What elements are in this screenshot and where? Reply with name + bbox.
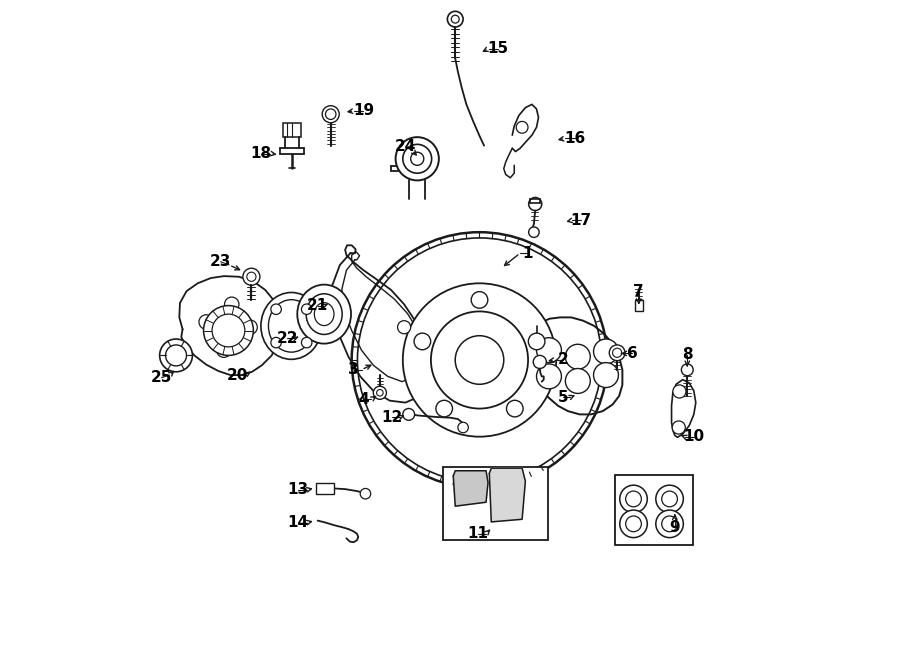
Text: 4: 4: [358, 392, 369, 407]
Circle shape: [458, 422, 468, 433]
Ellipse shape: [306, 293, 342, 334]
Circle shape: [431, 311, 528, 408]
Polygon shape: [490, 468, 526, 522]
Text: 8: 8: [682, 347, 693, 362]
Bar: [283, 123, 302, 137]
Circle shape: [357, 238, 601, 482]
Circle shape: [565, 344, 590, 369]
Circle shape: [620, 485, 647, 513]
Circle shape: [322, 106, 339, 123]
Bar: [316, 483, 334, 494]
Text: 3: 3: [348, 362, 359, 377]
Circle shape: [403, 408, 415, 420]
Text: 14: 14: [287, 515, 309, 530]
Text: 11: 11: [468, 526, 489, 541]
Circle shape: [536, 364, 562, 389]
Ellipse shape: [268, 299, 314, 352]
Circle shape: [398, 321, 410, 334]
Circle shape: [593, 339, 618, 364]
Circle shape: [326, 109, 336, 120]
Text: 25: 25: [151, 370, 172, 385]
Ellipse shape: [261, 292, 322, 360]
Circle shape: [451, 15, 459, 23]
Text: 12: 12: [382, 410, 403, 424]
Bar: [634, 300, 643, 311]
Circle shape: [224, 297, 238, 311]
Circle shape: [672, 421, 685, 434]
Circle shape: [396, 137, 439, 180]
Circle shape: [199, 315, 213, 329]
Text: 18: 18: [251, 146, 272, 161]
Circle shape: [212, 314, 245, 347]
Circle shape: [376, 389, 383, 396]
Circle shape: [626, 491, 642, 507]
Text: 21: 21: [307, 298, 328, 313]
Circle shape: [565, 369, 590, 393]
Text: 19: 19: [353, 103, 374, 118]
Circle shape: [626, 516, 642, 531]
Circle shape: [436, 401, 453, 417]
Circle shape: [247, 272, 256, 282]
Circle shape: [620, 510, 647, 537]
Circle shape: [662, 491, 678, 507]
Circle shape: [507, 401, 523, 417]
Circle shape: [243, 320, 257, 334]
Ellipse shape: [314, 303, 334, 326]
Text: 10: 10: [683, 429, 705, 444]
Circle shape: [662, 516, 678, 531]
Circle shape: [374, 386, 386, 399]
Circle shape: [533, 356, 546, 369]
Circle shape: [447, 11, 464, 27]
Circle shape: [528, 227, 539, 237]
Circle shape: [536, 338, 562, 363]
Circle shape: [414, 333, 431, 350]
Circle shape: [243, 268, 260, 286]
Text: 13: 13: [287, 483, 309, 497]
Circle shape: [166, 345, 186, 366]
Circle shape: [352, 232, 608, 488]
Circle shape: [593, 363, 618, 387]
Circle shape: [673, 385, 686, 398]
Circle shape: [528, 333, 544, 350]
Text: 23: 23: [210, 254, 231, 269]
Text: 1: 1: [522, 246, 533, 260]
Text: 20: 20: [226, 368, 248, 383]
Bar: [444, 467, 548, 540]
Circle shape: [681, 364, 693, 375]
Circle shape: [455, 336, 504, 384]
Circle shape: [302, 304, 312, 315]
Text: 9: 9: [670, 520, 680, 535]
Circle shape: [360, 488, 371, 499]
Text: 22: 22: [276, 331, 298, 346]
Circle shape: [517, 122, 528, 134]
Text: 15: 15: [487, 41, 508, 56]
Polygon shape: [454, 471, 488, 506]
Circle shape: [403, 284, 556, 437]
Text: 24: 24: [395, 139, 416, 155]
Text: 17: 17: [571, 213, 591, 228]
Text: 7: 7: [634, 284, 644, 299]
Bar: [616, 475, 692, 545]
Circle shape: [609, 345, 625, 361]
Circle shape: [271, 337, 282, 348]
Text: 16: 16: [564, 131, 585, 146]
Circle shape: [271, 304, 282, 315]
Circle shape: [203, 305, 254, 356]
Circle shape: [410, 152, 424, 165]
Circle shape: [302, 337, 312, 348]
Circle shape: [656, 510, 683, 537]
Circle shape: [472, 292, 488, 308]
Text: 6: 6: [626, 346, 637, 361]
Circle shape: [159, 339, 193, 371]
Circle shape: [656, 485, 683, 513]
Circle shape: [217, 343, 231, 358]
Text: 2: 2: [557, 352, 568, 368]
Text: 5: 5: [558, 390, 569, 405]
Ellipse shape: [297, 285, 351, 344]
Circle shape: [613, 348, 622, 358]
Circle shape: [528, 198, 542, 211]
Circle shape: [403, 144, 432, 173]
